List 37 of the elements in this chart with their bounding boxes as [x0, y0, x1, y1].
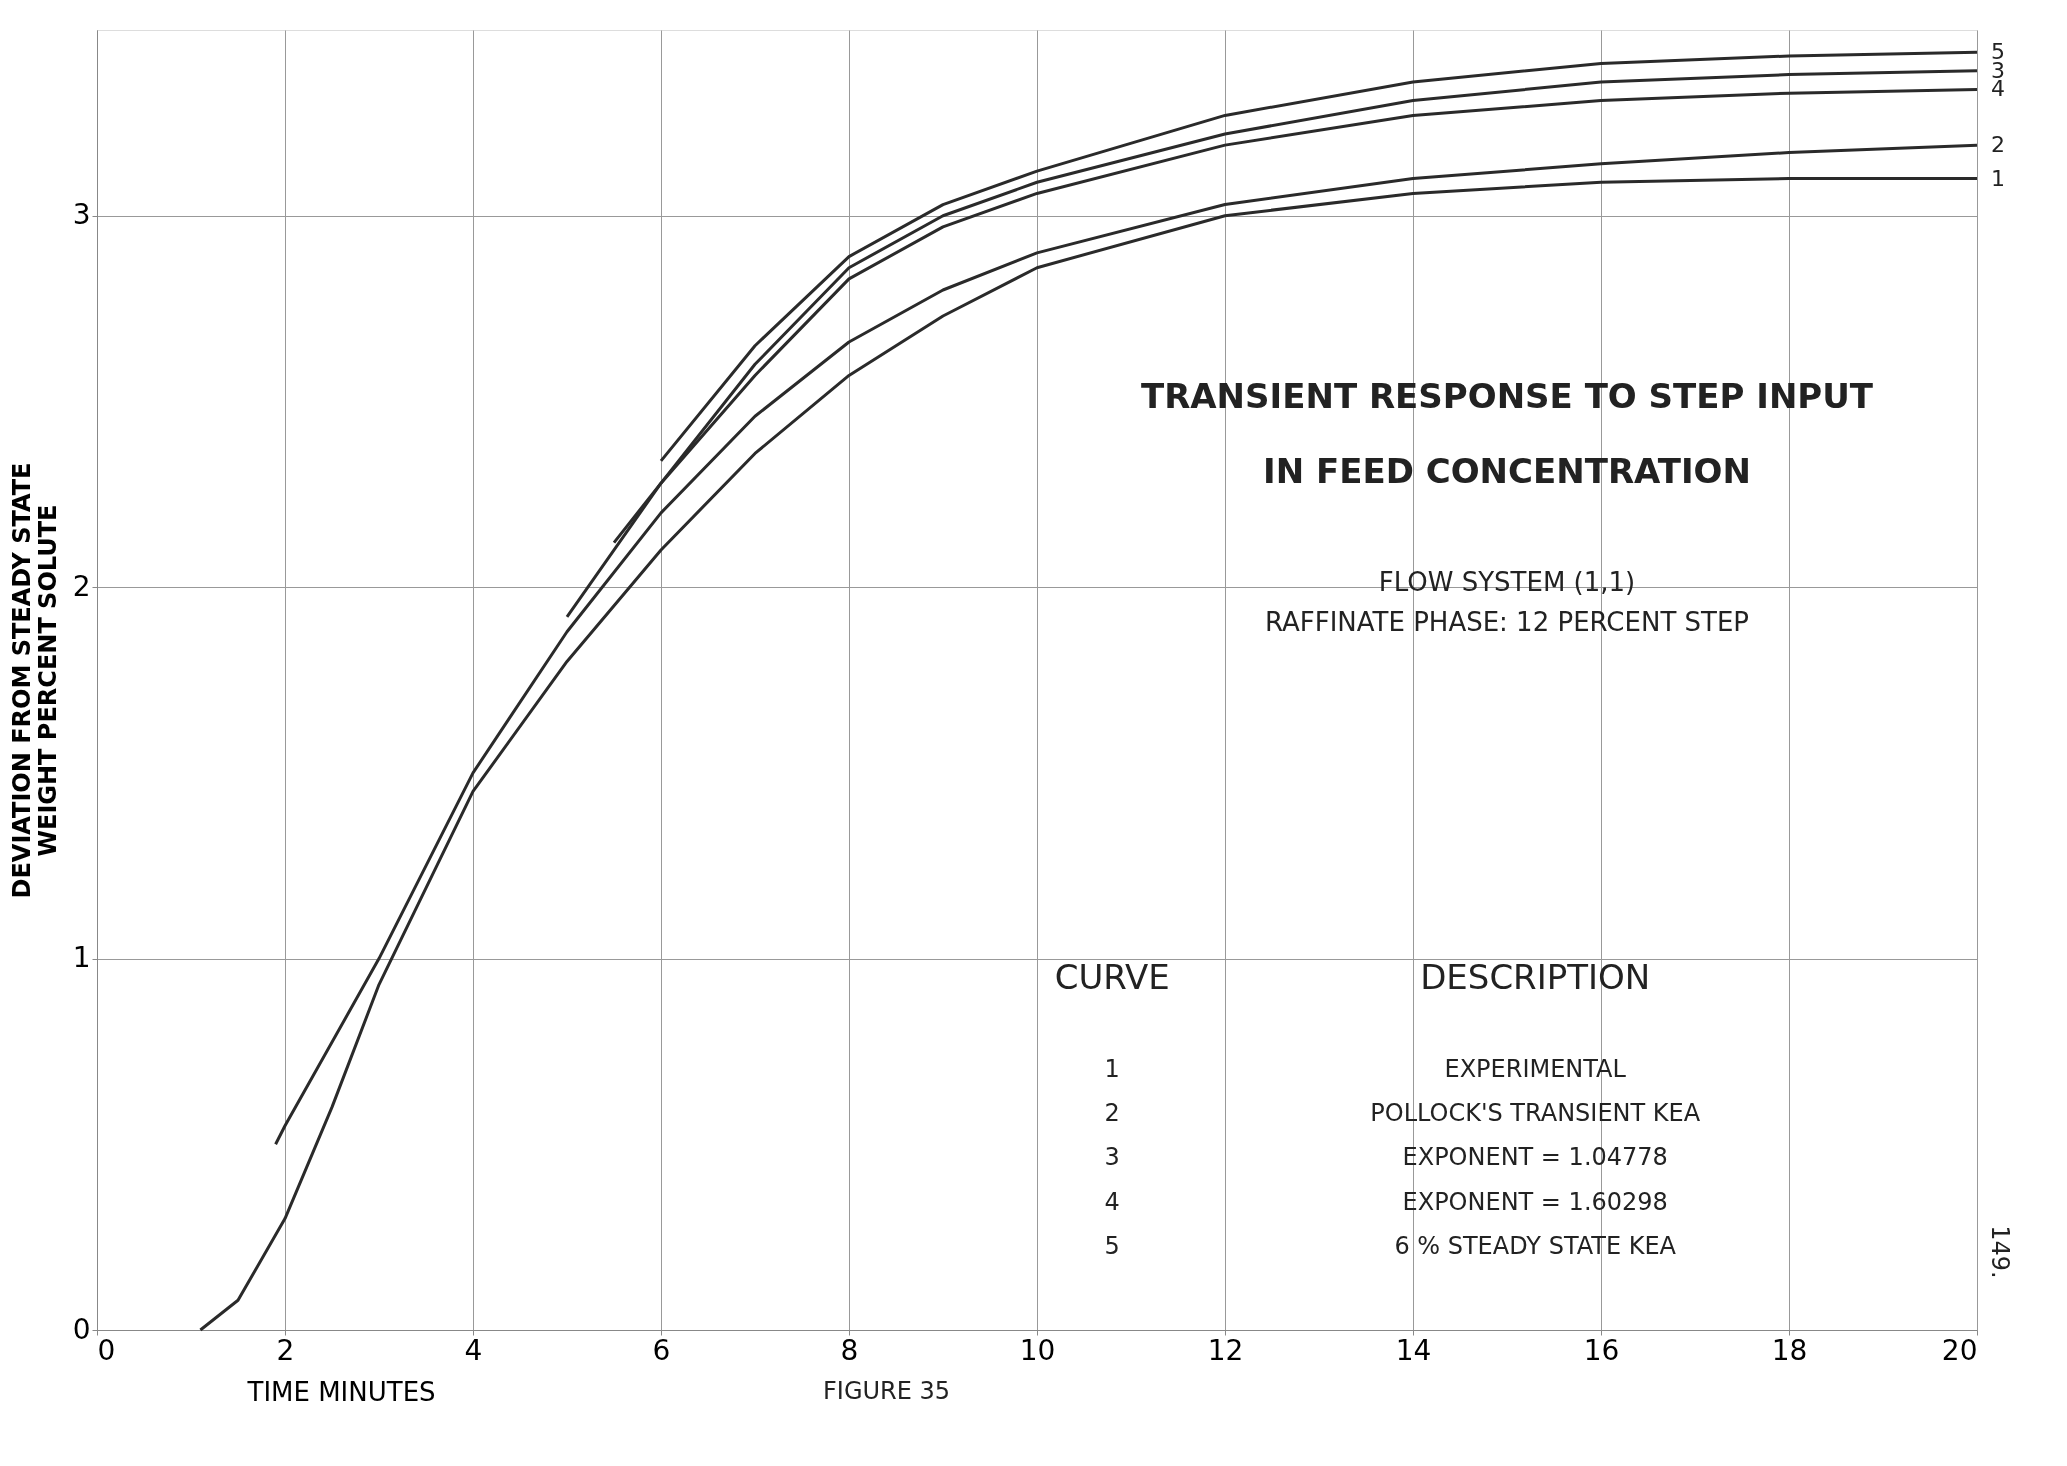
x-tick-label: 20: [1941, 1333, 1978, 1367]
y-axis-title: DEVIATION FROM STEADY STATE WEIGHT PERCENT SOLUTE: [7, 462, 62, 899]
y-tick-label: 0: [72, 1312, 91, 1346]
text: 3: [1104, 1143, 1120, 1172]
text: 2: [1104, 1099, 1120, 1128]
y-tick-label: 1: [72, 941, 91, 975]
annotation: 6 % STEADY STATE KEA: [1394, 1231, 1677, 1260]
series-label: 1: [1991, 165, 2005, 191]
text: TRANSIENT RESPONSE TO STEP INPUT IN FEED CONCENTRATION: [1140, 376, 1874, 491]
text: FLOW SYSTEM (1,1) RAFFINATE PHASE: 12 PERCENT STEP: [1264, 566, 1750, 637]
text: 1: [1104, 1055, 1120, 1083]
series-label: 2: [1991, 132, 2005, 158]
x-tick-label: 6: [652, 1333, 671, 1367]
annotation: CURVE: [1054, 957, 1170, 997]
y-tick-label: 2: [72, 569, 91, 603]
line-series: [274, 143, 1979, 1146]
x-tick-label: 18: [1771, 1333, 1808, 1367]
caption: FIGURE 35: [823, 1377, 951, 1405]
x-tick-label: 10: [1019, 1333, 1056, 1367]
x-axis-title: TIME MINUTES: [246, 1376, 436, 1407]
text: 5: [1104, 1231, 1120, 1260]
text: 149.: [1986, 1225, 2014, 1279]
line-series: [198, 177, 1979, 1332]
annotation: EXPONENT = 1.04778: [1402, 1143, 1668, 1172]
x-tick-label: 8: [840, 1333, 859, 1367]
text: 4: [1104, 1187, 1120, 1216]
annotation: EXPERIMENTAL: [1444, 1055, 1627, 1083]
x-tick-label: 2: [276, 1333, 295, 1367]
x-tick-label: 14: [1395, 1333, 1432, 1367]
annotation: DESCRIPTION: [1420, 957, 1651, 997]
x-tick-label: 12: [1207, 1333, 1244, 1367]
annotation: EXPONENT = 1.60298: [1402, 1187, 1668, 1216]
annotation: POLLOCK'S TRANSIENT KEA: [1370, 1099, 1701, 1128]
y-tick-label: 3: [72, 198, 91, 232]
x-tick-label: 16: [1583, 1333, 1620, 1367]
x-tick-label: 0: [97, 1333, 116, 1367]
x-tick-label: 4: [464, 1333, 483, 1367]
